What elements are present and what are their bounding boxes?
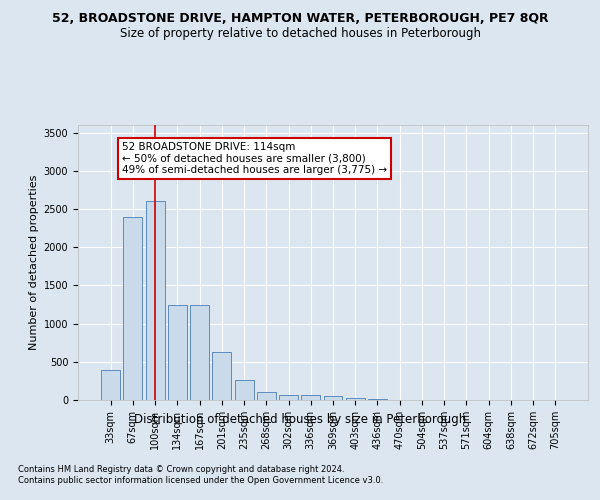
- Text: 52 BROADSTONE DRIVE: 114sqm
← 50% of detached houses are smaller (3,800)
49% of : 52 BROADSTONE DRIVE: 114sqm ← 50% of det…: [122, 142, 387, 175]
- Bar: [346, 398, 365, 400]
- Bar: [190, 304, 209, 400]
- Bar: [101, 370, 120, 400]
- Y-axis label: Number of detached properties: Number of detached properties: [29, 175, 40, 350]
- Bar: [212, 352, 231, 400]
- Text: Size of property relative to detached houses in Peterborough: Size of property relative to detached ho…: [119, 28, 481, 40]
- Bar: [235, 380, 254, 400]
- Bar: [257, 392, 276, 400]
- Bar: [368, 399, 387, 400]
- Bar: [168, 304, 187, 400]
- Bar: [279, 395, 298, 400]
- Text: Distribution of detached houses by size in Peterborough: Distribution of detached houses by size …: [134, 412, 466, 426]
- Bar: [301, 395, 320, 400]
- Bar: [124, 216, 142, 400]
- Text: Contains HM Land Registry data © Crown copyright and database right 2024.: Contains HM Land Registry data © Crown c…: [18, 465, 344, 474]
- Bar: [146, 202, 164, 400]
- Bar: [323, 396, 343, 400]
- Text: 52, BROADSTONE DRIVE, HAMPTON WATER, PETERBOROUGH, PE7 8QR: 52, BROADSTONE DRIVE, HAMPTON WATER, PET…: [52, 12, 548, 26]
- Text: Contains public sector information licensed under the Open Government Licence v3: Contains public sector information licen…: [18, 476, 383, 485]
